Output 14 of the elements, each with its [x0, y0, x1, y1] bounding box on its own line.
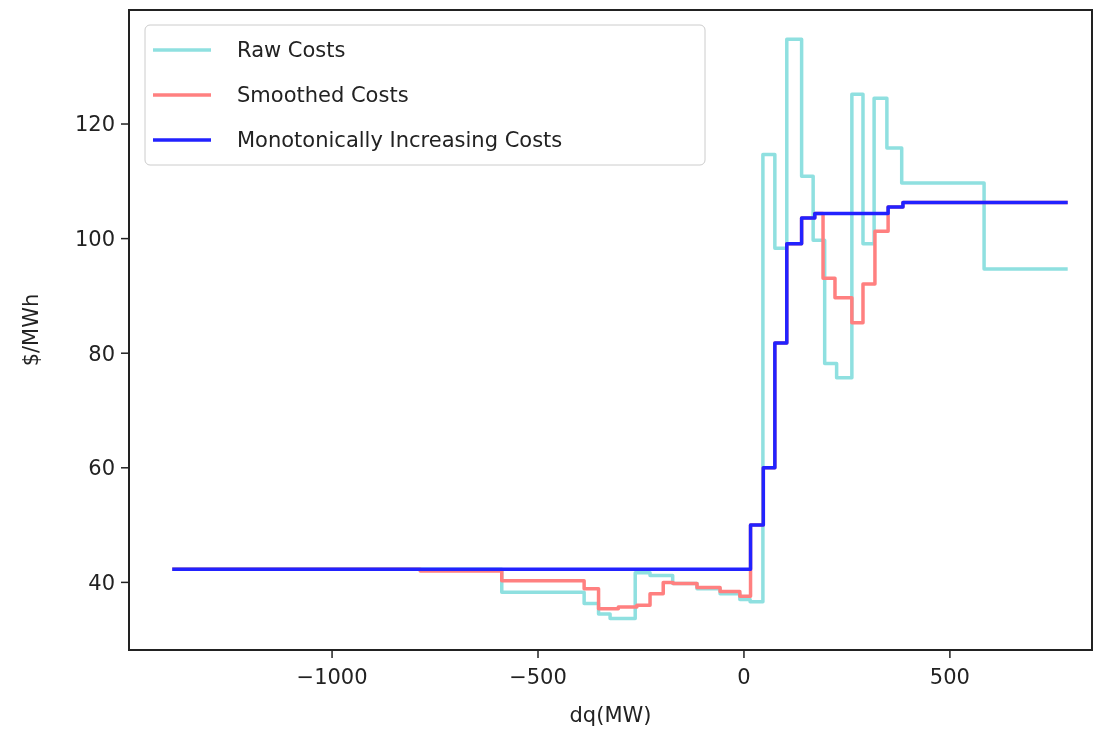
x-tick-label: −500: [509, 665, 567, 689]
x-axis-title: dq(MW): [569, 703, 652, 727]
y-tick-label: 100: [74, 226, 115, 251]
x-tick-label: 0: [737, 665, 751, 689]
legend-label: Raw Costs: [237, 38, 346, 63]
y-tick-label: 60: [88, 456, 115, 481]
x-tick-label: 500: [929, 665, 970, 689]
legend-label: Smoothed Costs: [237, 83, 409, 108]
y-tick-label: 120: [74, 112, 115, 137]
legend-label: Monotonically Increasing Costs: [237, 128, 563, 153]
y-axis-title: $/MWh: [19, 293, 43, 367]
y-tick-label: 40: [88, 570, 115, 595]
x-tick-label: −1000: [296, 665, 368, 689]
y-tick-label: 80: [88, 341, 115, 366]
